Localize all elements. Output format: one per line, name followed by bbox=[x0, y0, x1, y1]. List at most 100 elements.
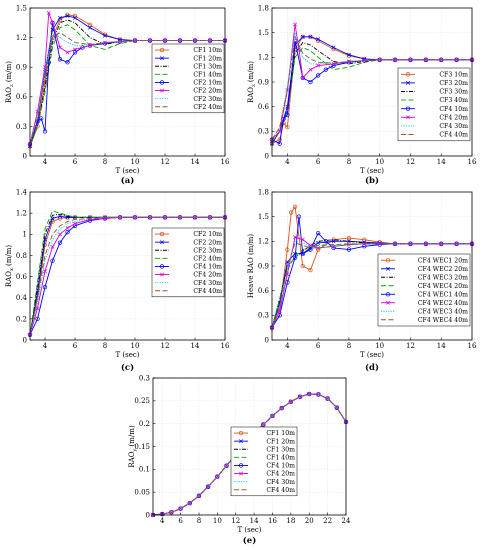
legend-label: CF4 WEC1 40m bbox=[418, 291, 468, 298]
legend-label: CF4 30m bbox=[266, 479, 295, 486]
legend-label: CF1 40m bbox=[266, 454, 295, 461]
x-tick-label: 18 bbox=[286, 517, 295, 525]
y-tick-label: 1.5 bbox=[258, 213, 269, 221]
x-tick-label: 8 bbox=[347, 158, 351, 166]
legend-label: CF1 30m bbox=[193, 63, 222, 70]
x-tick-label: 12 bbox=[406, 158, 415, 166]
x-axis-label: T (sec) bbox=[360, 351, 384, 359]
y-tick-label: 1.8 bbox=[258, 4, 269, 12]
y-tick-label: 0.1 bbox=[139, 466, 150, 474]
y-tick-label: 0.2 bbox=[139, 420, 150, 428]
legend-label: CF4 WEC4 40m bbox=[418, 317, 468, 324]
x-tick-label: 6 bbox=[316, 342, 321, 350]
y-tick-label: 0.6 bbox=[16, 273, 28, 281]
y-tick-label: 0.9 bbox=[258, 78, 269, 86]
legend-label: CF1 10m bbox=[266, 430, 295, 437]
y-tick-label: 1 bbox=[23, 231, 27, 239]
legend-label: CF4 10m bbox=[439, 106, 468, 113]
panel-caption: (b) bbox=[365, 175, 379, 186]
y-tick-label: 0.3 bbox=[16, 123, 27, 131]
legend-label: CF4 20m bbox=[439, 114, 468, 121]
legend: CF2 10mCF2 20mCF2 30mCF2 40mCF4 10mCF4 2… bbox=[152, 228, 224, 297]
x-tick-label: 20 bbox=[305, 517, 314, 525]
y-tick-label: 0.25 bbox=[134, 397, 150, 405]
x-tick-label: 8 bbox=[103, 158, 107, 166]
y-axis-label: Heave RAO (m/m) bbox=[247, 234, 255, 298]
legend-label: CF2 20m bbox=[193, 239, 222, 246]
x-tick-label: 10 bbox=[375, 342, 384, 350]
legend-label: CF1 40m bbox=[193, 71, 222, 78]
legend-label: CF3 30m bbox=[439, 89, 468, 96]
legend-label: CF1 30m bbox=[266, 446, 295, 453]
y-tick-label: 0 bbox=[265, 336, 269, 344]
y-tick-label: 0 bbox=[265, 152, 269, 160]
x-tick-label: 8 bbox=[347, 342, 351, 350]
y-tick-label: 0.2 bbox=[16, 315, 27, 323]
y-tick-label: 0.6 bbox=[258, 287, 270, 295]
y-tick-label: 0.6 bbox=[258, 103, 270, 111]
legend-label: CF4 40m bbox=[193, 288, 222, 295]
legend-label: CF4 20m bbox=[193, 272, 222, 279]
y-tick-label: 1.2 bbox=[16, 34, 27, 42]
legend-label: CF4 WEC4 20m bbox=[418, 283, 468, 290]
x-tick-label: 4 bbox=[160, 517, 165, 525]
legend-label: CF4 WEC3 20m bbox=[418, 274, 468, 281]
legend-label: CF4 WEC3 40m bbox=[418, 308, 468, 315]
x-tick-label: 10 bbox=[213, 517, 222, 525]
x-tick-label: 16 bbox=[268, 517, 277, 525]
legend-label: CF4 WEC1 20m bbox=[418, 257, 468, 264]
x-tick-label: 16 bbox=[221, 342, 230, 350]
legend: CF4 WEC1 20m CF4 WEC2 20mCF4 WEC3 20m CF4 … bbox=[378, 254, 470, 326]
y-tick-label: 1.2 bbox=[258, 54, 269, 62]
x-tick-label: 10 bbox=[131, 342, 140, 350]
x-tick-label: 14 bbox=[191, 342, 200, 350]
y-tick-label: 0 bbox=[23, 152, 27, 160]
legend-label: CF1 20m bbox=[193, 55, 222, 62]
legend-label: CF3 40m bbox=[439, 97, 468, 104]
legend-label: CF2 40m bbox=[193, 104, 222, 111]
legend-label: CF2 30m bbox=[193, 96, 222, 103]
x-tick-label: 10 bbox=[375, 158, 384, 166]
legend-label: CF4 40m bbox=[439, 132, 468, 139]
legend-label: CF2 40m bbox=[193, 255, 222, 262]
x-axis-label: T (sec) bbox=[360, 167, 384, 175]
x-axis-label: T (sec) bbox=[237, 526, 261, 534]
y-tick-label: 1.8 bbox=[258, 188, 269, 196]
y-tick-label: 0.6 bbox=[16, 93, 28, 101]
legend-label: CF4 40m bbox=[266, 487, 295, 494]
legend-label: CF2 30m bbox=[193, 247, 222, 254]
x-tick-label: 12 bbox=[231, 517, 240, 525]
x-axis-label: T (sec) bbox=[115, 167, 139, 175]
legend-label: CF2 10m bbox=[193, 80, 222, 87]
x-tick-label: 10 bbox=[131, 158, 140, 166]
legend-label: CF3 10m bbox=[439, 71, 468, 78]
y-tick-label: 1.4 bbox=[16, 188, 28, 196]
x-tick-label: 4 bbox=[285, 342, 290, 350]
y-tick-label: 0.9 bbox=[16, 64, 27, 72]
legend-label: CF4 WEC2 20m bbox=[418, 266, 468, 273]
x-tick-label: 24 bbox=[342, 517, 351, 525]
x-tick-label: 16 bbox=[468, 342, 477, 350]
x-tick-label: 12 bbox=[161, 342, 170, 350]
x-tick-label: 14 bbox=[437, 158, 446, 166]
x-tick-label: 6 bbox=[73, 342, 78, 350]
x-tick-label: 6 bbox=[73, 158, 78, 166]
x-tick-label: 8 bbox=[103, 342, 107, 350]
legend-label: CF2 20m bbox=[193, 88, 222, 95]
legend-label: CF4 10m bbox=[193, 264, 222, 271]
y-tick-label: 0.4 bbox=[16, 294, 28, 302]
legend-label: CF4 10m bbox=[266, 463, 295, 470]
legend-label: CF4 WEC2 40m bbox=[418, 300, 468, 307]
x-tick-label: 12 bbox=[161, 158, 170, 166]
legend-label: CF4 30m bbox=[439, 123, 468, 130]
x-tick-label: 4 bbox=[43, 158, 48, 166]
y-tick-label: 0.9 bbox=[258, 262, 269, 270]
y-tick-label: 0 bbox=[146, 511, 150, 519]
panel-caption: (e) bbox=[243, 535, 256, 546]
y-tick-label: 1.5 bbox=[258, 29, 269, 37]
y-tick-label: 0.3 bbox=[258, 128, 269, 136]
y-tick-label: 0.3 bbox=[139, 374, 150, 382]
x-tick-label: 14 bbox=[250, 517, 259, 525]
